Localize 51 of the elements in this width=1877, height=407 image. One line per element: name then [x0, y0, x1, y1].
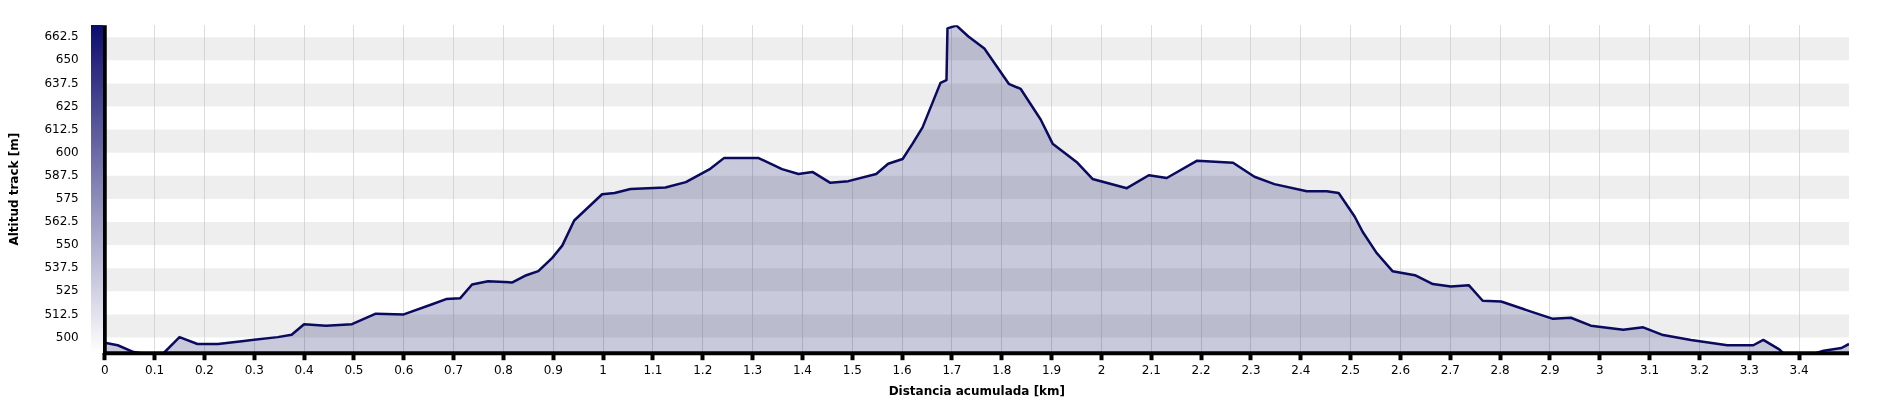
x-tick-label: 3.1 — [1640, 362, 1660, 377]
x-tick-label: 2.3 — [1241, 362, 1261, 377]
y-tick-label: 650 — [55, 52, 79, 67]
x-tick-label: 2 — [1097, 362, 1106, 377]
x-tick-label: 0.4 — [294, 362, 314, 377]
x-tick-label: 1 — [599, 362, 607, 377]
x-tick-label: 1.2 — [693, 362, 713, 377]
x-tick-label: 0.9 — [543, 362, 563, 377]
y-tick-label: 625 — [55, 98, 79, 113]
x-axis-title: Distancia acumulada [km] — [888, 383, 1066, 398]
x-tick-label: 2.1 — [1141, 362, 1161, 377]
x-tick-label: 1.7 — [942, 362, 962, 377]
y-tick-label: 512.5 — [44, 306, 79, 321]
x-tick-label: 2.5 — [1341, 362, 1361, 377]
y-tick-label: 550 — [55, 237, 79, 252]
y-tick-label: 637.5 — [44, 75, 79, 90]
y-tick-label: 562.5 — [44, 214, 79, 229]
x-tick-label: 1.9 — [1042, 362, 1062, 377]
x-tick-label: 2.2 — [1191, 362, 1211, 377]
x-tick-label: 0 — [100, 362, 109, 377]
x-tick-label: 0.7 — [444, 362, 464, 377]
x-tick-label: 0.1 — [145, 362, 165, 377]
x-tick-label: 2.7 — [1440, 362, 1460, 377]
y-tick-label: 587.5 — [44, 167, 79, 182]
x-tick-label: 2.4 — [1291, 362, 1311, 377]
y-tick-label: 575 — [55, 191, 79, 206]
x-tick-label: 0.6 — [394, 362, 414, 377]
x-tick-label: 2.9 — [1540, 362, 1560, 377]
y-tick-label: 600 — [55, 144, 79, 159]
x-tick-label: 1.8 — [992, 362, 1012, 377]
x-tick-label: 3.3 — [1739, 362, 1759, 377]
x-tick-label: 2.6 — [1390, 362, 1411, 377]
x-tick-label: 0.2 — [194, 362, 214, 377]
x-tick-label: 0.3 — [244, 362, 264, 377]
x-tick-label: 1.5 — [842, 362, 862, 377]
y-axis-title: Altitud track [m] — [7, 132, 22, 246]
y-tick-label: 500 — [55, 329, 79, 344]
x-tick-label: 1.6 — [892, 362, 912, 377]
y-tick-label: 525 — [55, 283, 79, 298]
x-tick-label: 3.2 — [1689, 362, 1710, 377]
y-tick-label: 662.5 — [44, 29, 79, 44]
x-tick-label: 3 — [1596, 362, 1604, 377]
x-tick-label: 3.4 — [1789, 362, 1809, 377]
y-tick-label: 537.5 — [44, 260, 79, 275]
x-tick-label: 0.5 — [344, 362, 364, 377]
y-tick-label: 612.5 — [44, 121, 79, 136]
x-tick-label: 2.8 — [1490, 362, 1510, 377]
x-tick-label: 0.8 — [493, 362, 513, 377]
x-tick-label: 1.1 — [643, 362, 663, 377]
x-tick-label: 1.3 — [743, 362, 763, 377]
x-tick-label: 1.4 — [792, 362, 812, 377]
